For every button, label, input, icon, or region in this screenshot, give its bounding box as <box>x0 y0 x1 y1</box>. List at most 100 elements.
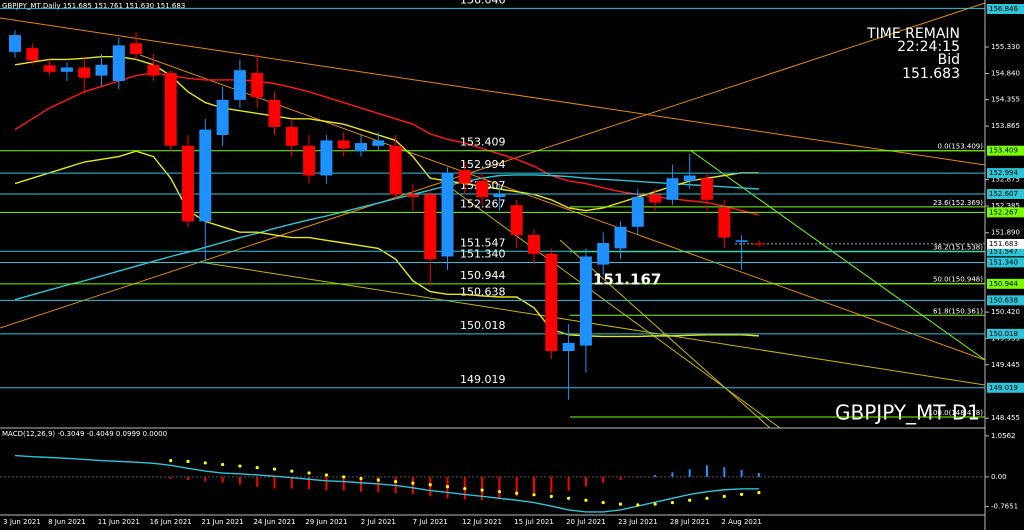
y-tick-label: 151.890 <box>991 229 1020 237</box>
histogram-bar <box>256 476 259 487</box>
level-tag-bg <box>987 207 1024 218</box>
x-tick-label: 23 Jul 2021 <box>618 518 658 526</box>
signal-dot <box>394 479 398 484</box>
y-tick-label: 0.00 <box>991 473 1007 481</box>
signal-dot <box>376 478 380 482</box>
candle-body <box>182 145 194 222</box>
signal-dot <box>445 485 450 489</box>
y-tick-label: 154.355 <box>991 96 1020 104</box>
trendline <box>689 149 986 361</box>
signal-dot <box>480 488 484 492</box>
histogram-bar <box>619 476 622 481</box>
signal-dot <box>584 498 588 502</box>
level-label: 151.547 <box>460 236 506 249</box>
candle-body <box>424 194 437 260</box>
signal-dot <box>653 502 657 506</box>
candle-body <box>285 126 298 146</box>
signal-dot <box>428 483 432 487</box>
signal-dot <box>221 462 225 467</box>
symbol-label: GBPJPY_MT D1 <box>835 401 980 425</box>
signal-dot <box>186 459 190 463</box>
candle-body <box>112 45 125 81</box>
level-label: 156.046 <box>460 0 506 6</box>
histogram-bar <box>498 476 501 499</box>
histogram-bar <box>221 476 224 483</box>
level-tag: 152.994 <box>989 169 1018 177</box>
histogram-bar <box>273 476 276 489</box>
level-tag-bg <box>987 295 1024 306</box>
x-tick-label: 2 Jul 2021 <box>361 518 396 526</box>
signal-dot <box>497 490 501 494</box>
candle-body <box>649 194 662 203</box>
level-label: 150.638 <box>460 285 506 298</box>
candle-body <box>441 172 454 257</box>
level-label: 152.267 <box>460 197 506 210</box>
macd-line <box>14 454 759 513</box>
histogram-bar <box>342 476 345 491</box>
candle-body <box>718 207 731 238</box>
level-tag-bg <box>987 257 1024 268</box>
histogram-bar <box>584 476 587 487</box>
level-label: 151.340 <box>460 247 506 260</box>
candle-body <box>545 253 558 351</box>
level-tag: 153.409 <box>989 147 1018 155</box>
candle-body <box>683 175 696 181</box>
signal-dot <box>688 498 692 502</box>
candle-body <box>320 140 333 176</box>
candle-body <box>735 240 748 242</box>
fib-label: 61.8(150.361) <box>933 307 983 315</box>
candle-body <box>95 64 108 76</box>
candle-body <box>147 64 160 76</box>
histogram-bar <box>602 476 605 483</box>
level-label: 150.944 <box>460 269 506 282</box>
bid-label: Bid <box>938 52 960 68</box>
candle-body <box>597 242 610 265</box>
histogram-bar <box>636 476 639 478</box>
candle-body <box>43 65 56 72</box>
histogram-bar <box>688 469 691 477</box>
x-tick-label: 3 Jun 2021 <box>3 518 41 526</box>
candle-body <box>372 140 385 146</box>
signal-dot <box>342 475 346 479</box>
x-tick-label: 20 Jul 2021 <box>566 518 606 526</box>
signal-dot <box>290 469 294 473</box>
histogram-bar <box>740 469 743 477</box>
current-price-tag-bg <box>987 238 1024 249</box>
signal-dot <box>169 458 173 463</box>
current-price-tag: 151.683 <box>989 240 1018 248</box>
y-tick-label: -0.7651 <box>991 503 1018 511</box>
signal-dot <box>324 473 328 477</box>
signal-dot <box>722 494 726 498</box>
histogram-bar <box>325 476 328 491</box>
level-tag-bg <box>987 168 1024 179</box>
x-tick-label: 16 Jun 2021 <box>150 518 192 526</box>
fib-label: 50.0(150.948) <box>933 276 983 284</box>
time-remain-label: TIME REMAIN <box>866 26 960 42</box>
trendline <box>139 54 986 361</box>
y-tick-label: 152.875 <box>991 176 1020 184</box>
candle-body <box>528 234 540 254</box>
candle-body <box>355 143 367 152</box>
top-tag-bg <box>987 4 1024 14</box>
histogram-bar <box>429 476 432 497</box>
level-tag: 150.944 <box>989 280 1018 288</box>
candle-body <box>268 99 281 127</box>
level-tag: 152.267 <box>989 208 1018 216</box>
level-tag-bg <box>987 382 1024 393</box>
x-tick-label: 29 Jun 2021 <box>305 518 347 526</box>
candle-body <box>476 180 489 198</box>
y-tick-label: 150.420 <box>991 308 1020 316</box>
signal-dot <box>705 496 709 500</box>
signal-dot <box>757 491 761 495</box>
signal-dot <box>238 464 242 468</box>
x-tick-label: 15 Jul 2021 <box>514 518 554 526</box>
candle-body <box>701 178 713 200</box>
candle-body <box>199 129 212 222</box>
trendline <box>0 17 986 166</box>
candle-body <box>406 194 419 198</box>
fib-label: 100.0(148.478) <box>929 409 984 417</box>
y-tick-label: 148.455 <box>991 414 1020 422</box>
x-tick-label: 12 Jul 2021 <box>462 518 502 526</box>
histogram-bar <box>723 467 726 477</box>
